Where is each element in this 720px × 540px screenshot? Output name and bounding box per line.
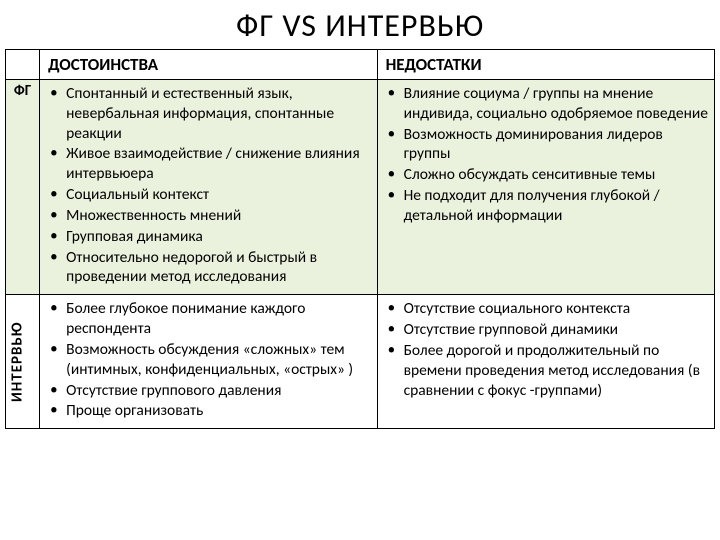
slide-title: ФГ VS ИНТЕРВЬЮ — [0, 0, 720, 49]
list-item: Множественность мнений — [46, 206, 370, 226]
list-item: Отсутствие группового давления — [46, 381, 370, 401]
interview-disadvantages-list: Отсутствие социального контекста Отсутст… — [384, 299, 708, 400]
list-item: Спонтанный и естественный язык, невербал… — [46, 84, 370, 143]
list-item: Отсутствие групповой динамики — [384, 320, 708, 340]
list-item: Живое взаимодействие / снижение влияния … — [46, 144, 370, 184]
fg-disadvantages-cell: Влияние социума / группы на мнение индив… — [377, 80, 714, 295]
fg-disadvantages-list: Влияние социума / группы на мнение индив… — [384, 84, 708, 226]
header-disadvantages: НЕДОСТАТКИ — [377, 50, 714, 80]
fg-advantages-cell: Спонтанный и естественный язык, невербал… — [40, 80, 377, 295]
slide: ФГ VS ИНТЕРВЬЮ ДОСТОИНСТВА НЕДОСТАТКИ ФГ… — [0, 0, 720, 540]
fg-advantages-list: Спонтанный и естественный язык, невербал… — [46, 84, 370, 287]
list-item: Сложно обсуждать сенситивные темы — [384, 165, 708, 185]
list-item: Социальный контекст — [46, 185, 370, 205]
row-interview: ИНТЕРВЬЮ Более глубокое понимание каждог… — [6, 295, 715, 429]
row-label-fg: ФГ — [6, 80, 40, 295]
interview-advantages-cell: Более глубокое понимание каждого респонд… — [40, 295, 377, 429]
comparison-table: ДОСТОИНСТВА НЕДОСТАТКИ ФГ Спонтанный и е… — [5, 49, 715, 429]
list-item: Отсутствие социального контекста — [384, 299, 708, 319]
header-row: ДОСТОИНСТВА НЕДОСТАТКИ — [6, 50, 715, 80]
interview-disadvantages-cell: Отсутствие социального контекста Отсутст… — [377, 295, 714, 429]
list-item: Более дорогой и продолжительный по време… — [384, 341, 708, 400]
list-item: Возможность доминирования лидеров группы — [384, 125, 708, 165]
header-advantages: ДОСТОИНСТВА — [40, 50, 377, 80]
list-item: Групповая динамика — [46, 227, 370, 247]
list-item: Проще организовать — [46, 401, 370, 421]
interview-advantages-list: Более глубокое понимание каждого респонд… — [46, 299, 370, 421]
list-item: Не подходит для получения глубокой / дет… — [384, 186, 708, 226]
row-fg: ФГ Спонтанный и естественный язык, невер… — [6, 80, 715, 295]
list-item: Относительно недорогой и быстрый в прове… — [46, 248, 370, 288]
corner-cell — [6, 50, 40, 80]
list-item: Более глубокое понимание каждого респонд… — [46, 299, 370, 339]
list-item: Возможность обсуждения «сложных» тем (ин… — [46, 340, 370, 380]
row-label-interview: ИНТЕРВЬЮ — [6, 295, 40, 429]
list-item: Влияние социума / группы на мнение индив… — [384, 84, 708, 124]
